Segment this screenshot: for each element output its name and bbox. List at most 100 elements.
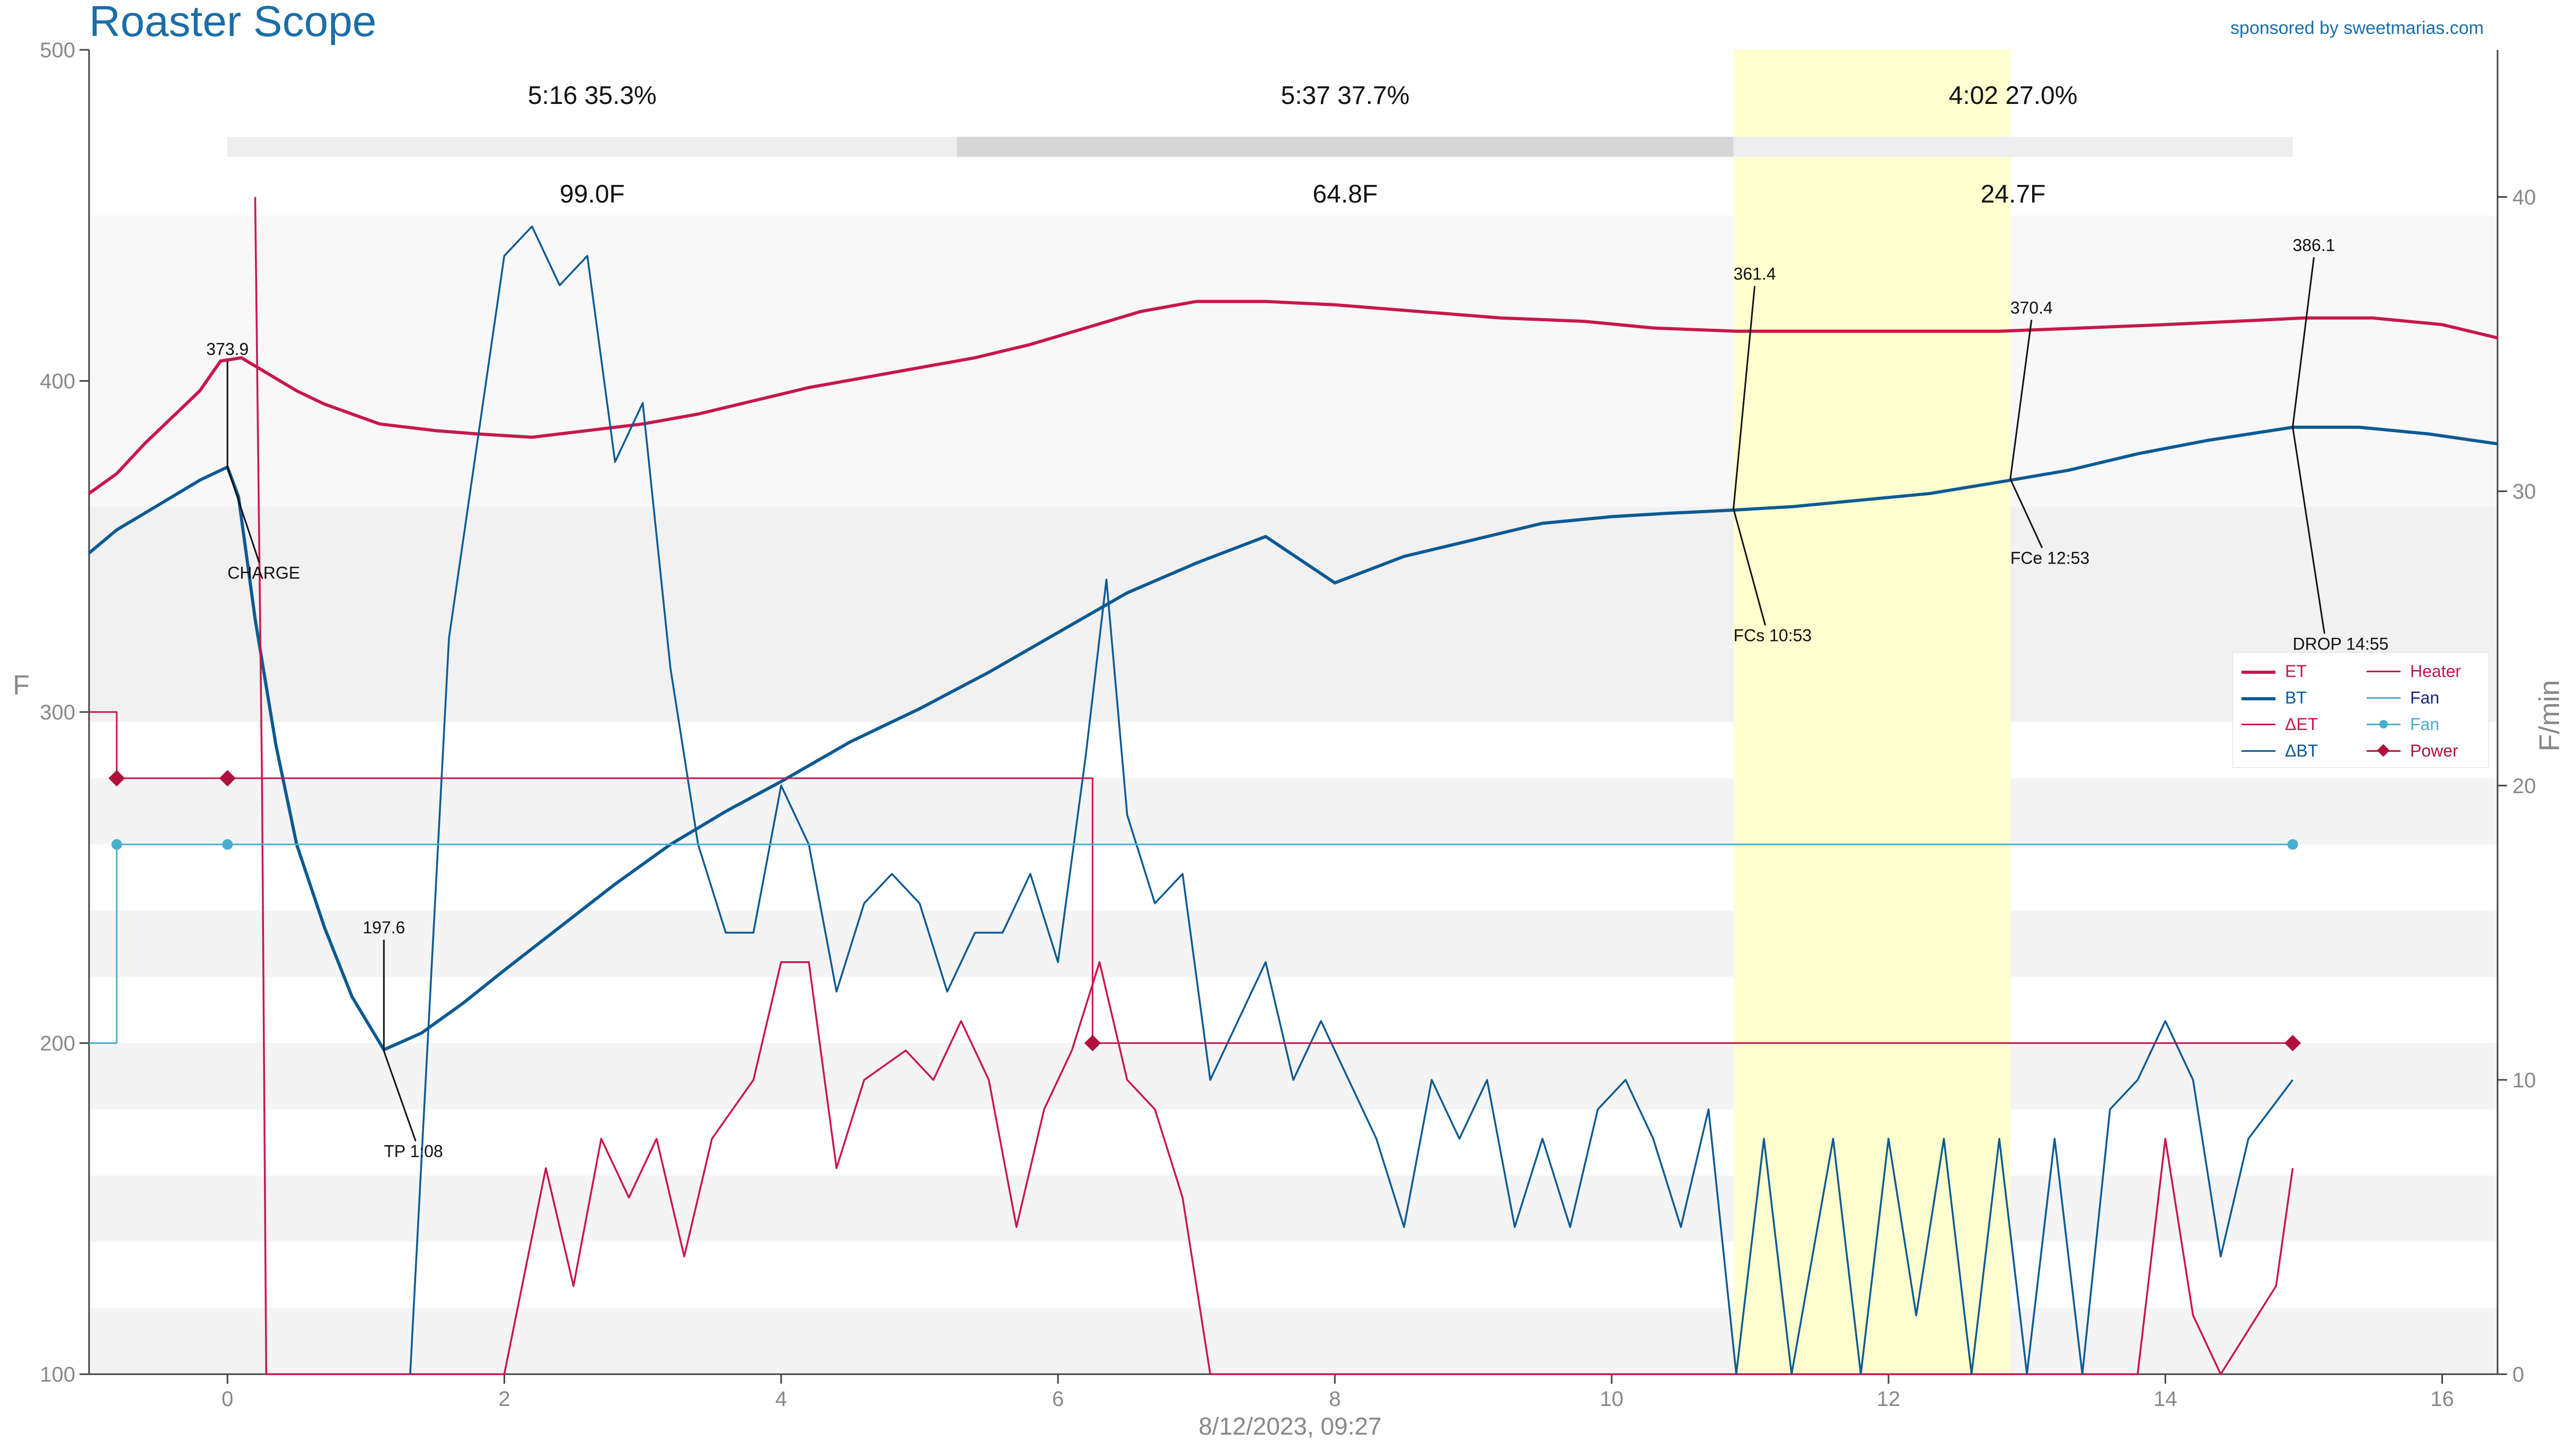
legend-label: Power [2410,741,2458,760]
x-tick-label-3: 6 [1052,1387,1064,1411]
legend-diamond-marker [2377,744,2390,757]
x-tick-label-2: 4 [775,1387,787,1411]
band-upper [89,215,2498,507]
phase-label-2: 4:02 27.0% [1949,82,2078,110]
y2-tick-label-3: 30 [2512,480,2536,504]
phase-label-0: 5:16 35.3% [528,82,657,110]
band-stripe-1 [89,910,2498,977]
legend-swatch [2239,659,2278,683]
event-label-4: DROP 14:55 [2292,634,2388,653]
phase-delta-0: 99.0F [560,180,625,208]
y-tick-label-3: 400 [40,370,75,393]
legend-swatch [2365,739,2403,763]
y2-tick-label-1: 10 [2512,1069,2536,1092]
event-label-1: TP 1:08 [384,1141,443,1161]
legend-swatch-line [2242,671,2275,674]
legend-swatch [2365,686,2403,710]
phase-delta-1: 64.8F [1313,180,1378,208]
legend-item[interactable]: Power [2365,739,2458,763]
power-marker-2 [1084,1034,1101,1052]
chart-legend: ET BT ΔET ΔBT Heater Fan Fan Power [2233,652,2489,768]
event-leader-label-2 [1733,508,1766,626]
y-axis-label: F [13,670,30,701]
event-label-0: CHARGE [227,563,300,582]
legend-label: ΔBT [2285,741,2318,760]
phase-bars: 5:16 35.3% 99.0F 5:37 37.7% 64.8F 4:02 27.0%… [227,82,2293,208]
series-lines [88,197,2498,1375]
event-value-1: 197.6 [363,918,405,937]
x-tick-label-1: 2 [498,1387,510,1411]
event-value-4: 386.1 [2292,235,2335,254]
legend-label: Heater [2410,661,2462,681]
legend-swatch-line [2242,750,2275,752]
legend-item[interactable]: Fan [2365,712,2439,736]
legend-swatch-line [2367,697,2401,699]
event-value-0: 373.9 [206,339,249,358]
event-leader-label-3 [2009,478,2043,548]
legend-swatch-line [2242,697,2275,700]
legend-swatch [2239,739,2278,763]
legend-label: ET [2285,661,2307,681]
series-line-4 [89,711,2293,1044]
first-crack-band-rect [1733,50,2010,1374]
event-label-3: FCe 12:53 [2010,548,2089,567]
event-leader-value-2 [1732,286,1755,509]
event-value-3: 370.4 [2010,298,2053,317]
y-tick-label-1: 200 [40,1032,75,1056]
series-line-3 [409,225,2293,1375]
y2-tick-label-2: 20 [2512,775,2536,798]
event-leader-label-4 [2292,427,2325,634]
legend-label: BT [2285,688,2307,707]
event-annotations: 373.9 CHARGE 197.6 TP 1:08 361.4 FCs 10:53 370… [206,235,2388,1161]
event-leader-value-3 [2009,320,2033,479]
event-leader-label-1 [383,1050,417,1141]
event-leader-label-0 [226,467,260,563]
sponsor-link[interactable]: sponsored by sweetmarias.com [2230,18,2484,38]
legend-item[interactable]: ΔET [2239,712,2318,736]
event-value-2: 361.4 [1733,265,1776,284]
phase-bar-0 [227,137,957,157]
series-line-2 [254,197,2294,1375]
legend-swatch [2365,712,2403,736]
y2-axis-label: F/min [2534,680,2565,752]
x-tick-label-6: 12 [1877,1387,1901,1411]
fan-marker-2 [2287,839,2298,850]
x-tick-label-4: 8 [1329,1387,1340,1411]
legend-label: ΔET [2285,714,2318,734]
power-marker-1 [219,770,236,787]
x-tick-label-0: 0 [222,1387,233,1411]
legend-item[interactable]: Heater [2365,659,2461,683]
app-title: Roaster Scope [89,0,377,46]
legend-label: Fan [2410,714,2440,734]
legend-item[interactable]: Fan [2365,686,2439,710]
phase-delta-2: 24.7F [1981,180,2046,208]
legend-item[interactable]: ET [2239,659,2307,683]
y2-tick-label-0: 0 [2512,1363,2524,1386]
phase-bar-1 [957,137,1734,157]
band-stripe-3 [89,1175,2498,1242]
first-crack-band [1733,50,2010,1374]
legend-swatch [2239,686,2278,710]
band-middle [89,506,2498,722]
series-line-0 [88,300,2498,495]
series-line-1 [88,425,2498,1051]
x-tick-label-8: 16 [2430,1387,2454,1411]
x-tick-label-7: 14 [2154,1387,2177,1411]
legend-label: Fan [2410,688,2440,707]
phase-bar-2 [1733,137,2293,157]
y-tick-label-4: 500 [40,39,75,62]
y-tick-label-2: 300 [40,701,75,724]
legend-item[interactable]: BT [2239,686,2307,710]
x-axis-label: 8/12/2023, 09:27 [1198,1412,1381,1440]
legend-swatch [2239,712,2278,736]
fan-marker-0 [111,839,122,850]
x-tick-label-5: 10 [1600,1387,1624,1411]
band-stripe-4 [89,1308,2498,1374]
y-tick-label-0: 100 [40,1363,75,1386]
legend-item[interactable]: ΔBT [2239,739,2318,763]
phase-label-1: 5:37 37.7% [1281,82,1410,110]
event-leader-value-4 [2292,257,2315,427]
band-stripe-0 [89,778,2498,845]
background-bands [89,215,2498,1374]
legend-swatch-line [2367,671,2401,672]
